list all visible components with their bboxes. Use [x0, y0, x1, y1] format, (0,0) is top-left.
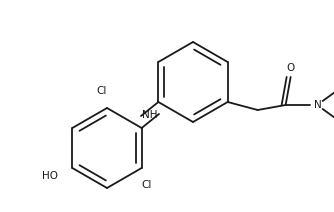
Text: N: N: [314, 100, 322, 110]
Text: NH: NH: [142, 110, 158, 120]
Text: Cl: Cl: [97, 86, 107, 96]
Text: O: O: [287, 63, 295, 73]
Text: Cl: Cl: [142, 180, 152, 190]
Text: HO: HO: [42, 171, 58, 181]
